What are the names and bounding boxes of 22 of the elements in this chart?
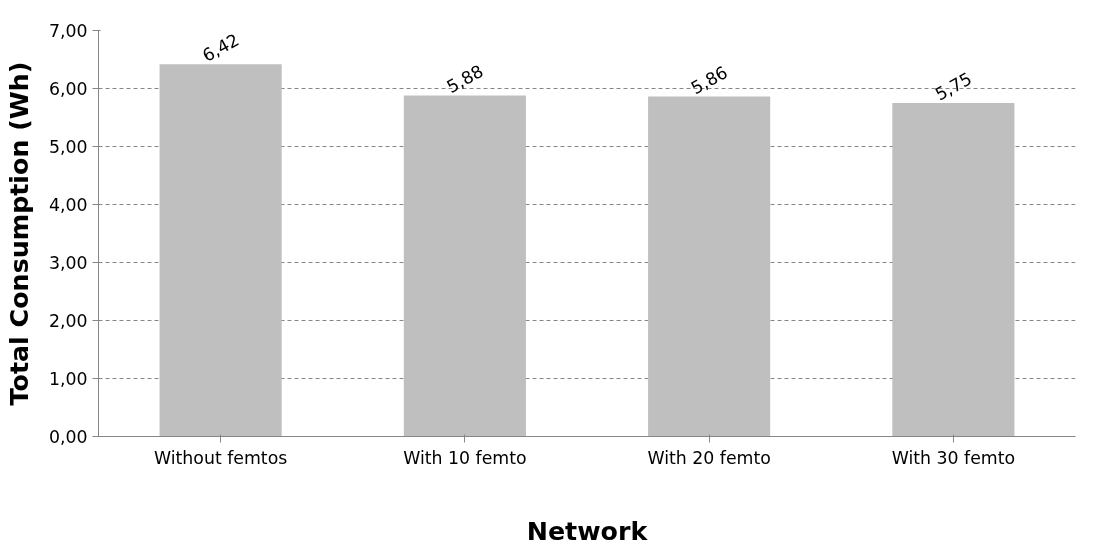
data-label: 6,42	[198, 29, 243, 66]
bar	[648, 96, 771, 437]
x-tick-label: Without femtos	[153, 447, 288, 468]
y-tick-label: 2,00	[48, 311, 88, 331]
y-tick-label: 0,00	[48, 427, 88, 447]
y-axis-title: Total Consumption (Wh)	[3, 61, 34, 406]
data-label: 5,88	[443, 60, 487, 97]
x-axis-title: Network	[526, 515, 649, 546]
bar	[892, 103, 1015, 437]
bar	[159, 64, 282, 437]
y-tick-label: 1,00	[48, 369, 88, 389]
data-label: 5,75	[931, 68, 976, 105]
x-tick-label: With 10 femto	[403, 447, 527, 468]
bar	[403, 95, 526, 437]
y-tick-label: 7,00	[48, 21, 88, 41]
y-tick-label: 5,00	[48, 137, 88, 157]
x-tick-label: With 20 femto	[647, 447, 771, 468]
x-tick-label: With 30 femto	[891, 447, 1016, 468]
y-tick-label: 4,00	[48, 195, 88, 215]
y-tick-label: 3,00	[48, 253, 88, 273]
data-label: 5,86	[687, 62, 731, 99]
y-tick-label: 6,00	[48, 79, 88, 99]
